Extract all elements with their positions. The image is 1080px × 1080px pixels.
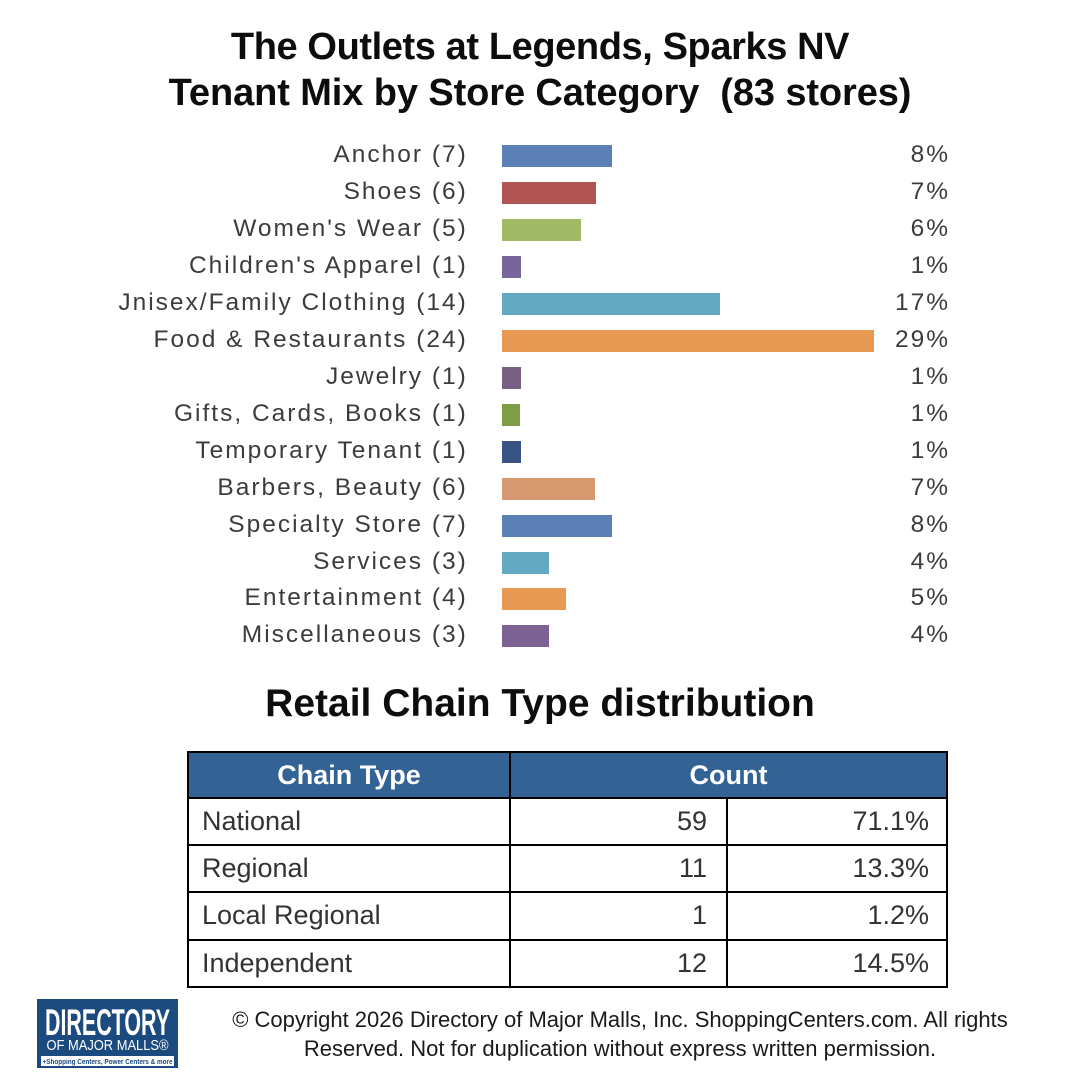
svg-text:+Shopping Centers, Power Cente: +Shopping Centers, Power Centers & more: [43, 1057, 173, 1066]
svg-text:OF MAJOR MALLS®: OF MAJOR MALLS®: [47, 1038, 169, 1054]
svg-text:DIRECTORY: DIRECTORY: [45, 1002, 170, 1043]
